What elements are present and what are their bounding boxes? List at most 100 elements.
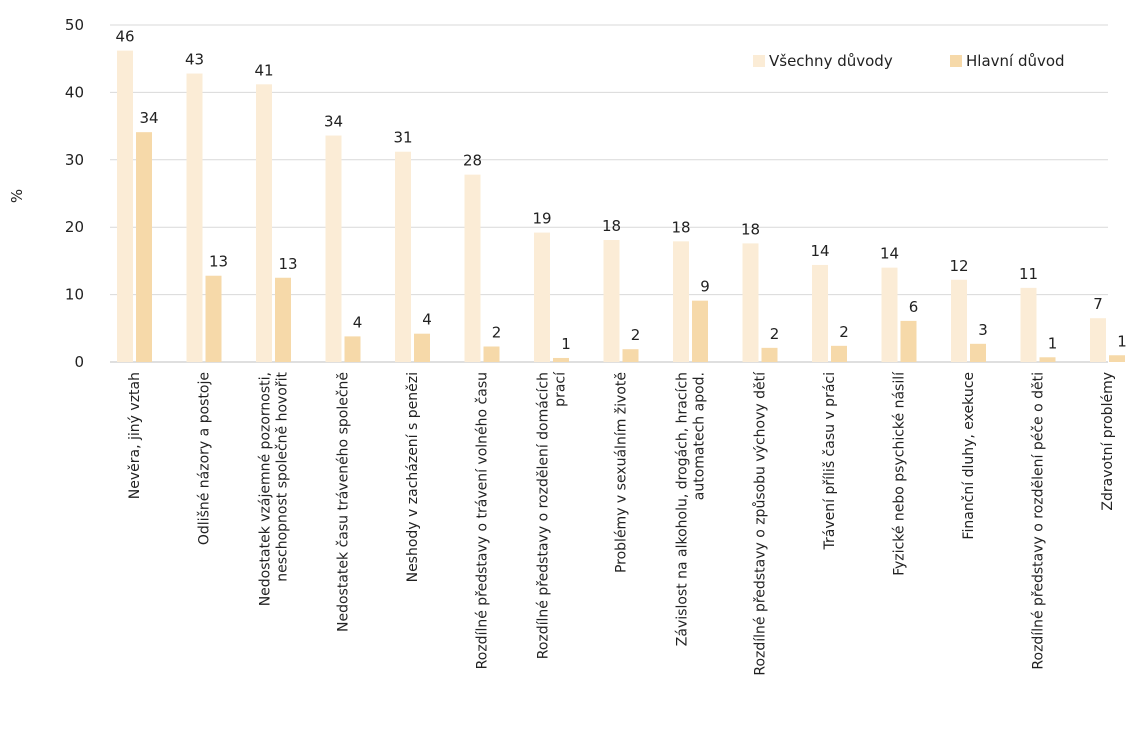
category-label: Rozdílné představy o trávení volného čas… xyxy=(475,372,491,669)
data-labels: 4634431341133443142821911821891821421461… xyxy=(115,28,1126,353)
data-label-vsechny-duvody: 31 xyxy=(393,129,412,147)
category-label: Zdravotní problémy xyxy=(1100,372,1116,511)
category-label: Trávení příliš času v práci xyxy=(822,372,838,550)
bar-vsechny-duvody xyxy=(1090,318,1106,362)
data-label-vsechny-duvody: 14 xyxy=(810,242,829,260)
category-label: Nedostatek vzájemné pozornosti, neschopno… xyxy=(258,371,291,606)
bar-vsechny-duvody xyxy=(812,264,828,362)
bar-vsechny-duvody xyxy=(742,243,759,362)
bar-vsechny-duvody xyxy=(951,279,967,362)
bar-hlavni-duvod xyxy=(1039,357,1056,362)
category-label: Rozdílné představy o způsobu výchovy dět… xyxy=(753,371,769,676)
legend: Všechny důvody Hlavní důvod xyxy=(753,52,1065,70)
data-label-hlavni-duvod: 4 xyxy=(422,311,432,329)
category-label-line: Rozdílné představy o způsobu výchovy dět… xyxy=(753,371,769,676)
y-tick-label: 20 xyxy=(65,218,84,236)
category-label-line: Rozdílné představy o trávení volného čas… xyxy=(475,372,491,669)
category-label-line: Finanční dluhy, exekuce xyxy=(961,372,977,540)
data-label-vsechny-duvody: 12 xyxy=(949,257,968,275)
category-label-line: Problémy v sexuálním životě xyxy=(614,372,630,573)
data-label-vsechny-duvody: 19 xyxy=(532,210,551,228)
category-label: Nevěra, jiný vztah xyxy=(127,372,143,499)
category-label-line: Trávení příliš času v práci xyxy=(822,372,838,550)
bar-vsechny-duvody xyxy=(117,50,133,362)
category-label: Rozdílné představy o rozdělení péče o dě… xyxy=(1031,372,1047,670)
category-label: Rozdílné představy o rozdělení domácích p… xyxy=(536,371,569,659)
bar-hlavni-duvod xyxy=(483,346,500,362)
bar-hlavni-duvod xyxy=(136,132,152,362)
data-label-vsechny-duvody: 18 xyxy=(602,217,621,235)
data-label-hlavni-duvod: 2 xyxy=(770,325,780,343)
legend-swatch-hlavni-duvod xyxy=(950,55,962,67)
category-label-line: Neshody v zacházení s penězi xyxy=(405,372,421,582)
data-label-hlavni-duvod: 2 xyxy=(839,323,849,341)
data-label-vsechny-duvody: 18 xyxy=(671,218,690,236)
data-label-hlavni-duvod: 13 xyxy=(209,253,228,271)
bar-vsechny-duvody xyxy=(186,73,203,362)
bar-hlavni-duvod xyxy=(1109,355,1125,362)
bar-vsechny-duvody xyxy=(534,232,550,362)
bar-hlavni-duvod xyxy=(344,336,361,362)
data-label-vsechny-duvody: 28 xyxy=(463,152,482,170)
bars xyxy=(117,50,1125,362)
category-label-line: Závislost na alkoholu, drogách, hracích xyxy=(675,372,691,646)
data-label-vsechny-duvody: 43 xyxy=(185,51,204,69)
category-label: Problémy v sexuálním životě xyxy=(614,372,630,573)
category-label-line: Nevěra, jiný vztah xyxy=(127,372,143,499)
data-label-hlavni-duvod: 4 xyxy=(353,313,363,331)
category-label-line: Zdravotní problémy xyxy=(1100,372,1116,511)
category-label: Neshody v zacházení s penězi xyxy=(405,372,421,582)
data-label-vsechny-duvody: 41 xyxy=(254,61,273,79)
category-label-line: Nedostatek času tráveného společně xyxy=(336,372,352,632)
category-label: Závislost na alkoholu, drogách, hracích a… xyxy=(675,372,708,646)
bar-vsechny-duvody xyxy=(256,84,272,362)
bar-hlavni-duvod xyxy=(761,347,778,362)
data-label-hlavni-duvod: 6 xyxy=(909,298,919,316)
data-label-vsechny-duvody: 34 xyxy=(324,113,343,131)
data-label-hlavni-duvod: 1 xyxy=(561,335,571,353)
category-label: Fyzické nebo psychické násilí xyxy=(892,371,908,576)
y-axis-label: % xyxy=(8,189,26,203)
data-label-vsechny-duvody: 7 xyxy=(1093,295,1103,313)
bar-hlavni-duvod xyxy=(970,343,986,362)
bar-hlavni-duvod xyxy=(622,349,639,362)
y-tick-label: 10 xyxy=(65,286,84,304)
category-label-line: Rozdílné představy o rozdělení péče o dě… xyxy=(1031,372,1047,670)
data-label-hlavni-duvod: 9 xyxy=(700,278,710,296)
data-label-vsechny-duvody: 14 xyxy=(880,245,899,263)
y-tick-label: 40 xyxy=(65,83,84,101)
category-label-line: neschopnost společně hovořit xyxy=(275,371,291,581)
bar-hlavni-duvod xyxy=(205,275,222,362)
category-label-line: Nedostatek vzájemné pozornosti, xyxy=(258,372,274,606)
category-labels: Nevěra, jiný vztah Odlišné názory a posto… xyxy=(127,371,1116,676)
category-label-line: Odlišné názory a postoje xyxy=(197,372,213,545)
bar-hlavni-duvod xyxy=(553,357,569,362)
bar-vsechny-duvody xyxy=(464,174,481,362)
data-label-hlavni-duvod: 13 xyxy=(278,255,297,273)
legend-label-vsechny-duvody: Všechny důvody xyxy=(769,52,893,70)
category-label: Finanční dluhy, exekuce xyxy=(961,372,977,540)
data-label-hlavni-duvod: 1 xyxy=(1117,332,1127,350)
bar-vsechny-duvody xyxy=(395,151,411,362)
category-label-line: Rozdílné představy o rozdělení domácích xyxy=(536,372,552,659)
data-label-vsechny-duvody: 11 xyxy=(1019,265,1038,283)
data-label-hlavni-duvod: 2 xyxy=(631,326,641,344)
y-tick-label: 50 xyxy=(65,16,84,34)
data-label-vsechny-duvody: 46 xyxy=(115,28,134,46)
bar-vsechny-duvody xyxy=(603,240,620,362)
data-label-hlavni-duvod: 2 xyxy=(492,323,502,341)
legend-label-hlavni-duvod: Hlavní důvod xyxy=(966,52,1065,70)
bar-vsechny-duvody xyxy=(1020,287,1037,362)
category-label-line: automatech apod. xyxy=(692,372,708,500)
bar-vsechny-duvody xyxy=(673,241,689,362)
category-label-line: Fyzické nebo psychické násilí xyxy=(892,371,908,576)
y-tick-labels: 0 10 20 30 40 50 xyxy=(65,16,84,371)
legend-swatch-vsechny-duvody xyxy=(753,55,765,67)
bar-hlavni-duvod xyxy=(692,300,708,362)
y-tick-label: 0 xyxy=(74,353,84,371)
bar-hlavni-duvod xyxy=(900,320,917,362)
bar-hlavni-duvod xyxy=(275,277,291,362)
data-label-hlavni-duvod: 1 xyxy=(1048,334,1058,352)
bar-hlavni-duvod xyxy=(414,333,430,362)
